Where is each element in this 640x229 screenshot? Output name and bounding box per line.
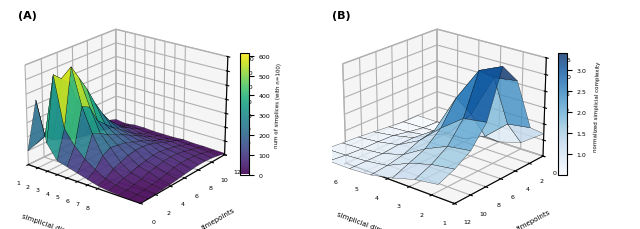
Y-axis label: timepoints: timepoints <box>516 208 552 229</box>
X-axis label: simplicial dimension: simplicial dimension <box>335 211 404 229</box>
Y-axis label: timepoints: timepoints <box>201 206 236 229</box>
Text: (B): (B) <box>332 11 351 21</box>
Text: (A): (A) <box>19 11 37 21</box>
X-axis label: simplicial dimension: simplicial dimension <box>20 213 90 229</box>
